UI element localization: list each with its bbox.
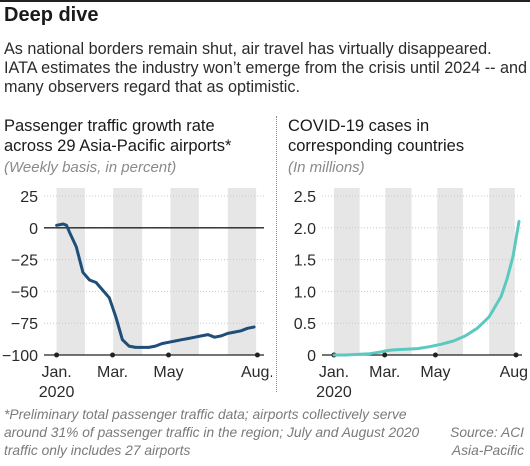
x-tick-label: May [420,364,450,381]
left-chart-title: Passenger traffic growth rate across 29 … [4,116,231,156]
month-band [437,188,463,355]
y-tick-label: 1.0 [294,284,316,301]
right-chart: 0 0.5 1.0 1.5 2.0 2.5 Jan. Mar. May Aug. 2020 [294,188,528,400]
x-tick-label: May [153,364,183,381]
x-tick-label: Jan. [41,364,71,381]
y-tick-label: −50 [11,284,38,301]
x-tick-label: Aug. [500,364,528,381]
x-tick-mark [54,352,60,358]
page-title: Deep dive [4,4,99,26]
y-tick-label: −100 [2,348,38,365]
page-deck: As national borders remain shut, air tra… [4,40,528,96]
y-tick-label: 2.0 [294,221,316,238]
month-band [113,188,143,355]
y-tick-label: 0 [307,348,316,365]
month-band [56,188,85,355]
x-tick-mark [110,352,116,358]
source-credit: Source: ACI Asia-Pacific [450,424,524,460]
x-tick-mark [254,352,260,358]
month-band [170,188,199,355]
month-band [489,188,515,355]
series-line [55,222,256,349]
footnote: *Preliminary total passenger traffic dat… [4,407,420,458]
x-tick-label: Mar. [369,364,400,381]
x-year-label: 2020 [39,384,75,400]
right-chart-title-line1: COVID-19 cases in [288,117,430,135]
y-tick-label: 1.5 [294,253,316,270]
x-year-label: 2020 [316,384,352,400]
y-tick-label: −75 [11,316,38,333]
chart-divider [276,116,277,392]
right-chart-title-line2: corresponding countries [288,137,465,155]
series-line [332,219,521,357]
y-tick-label: 25 [20,189,38,206]
source-line-1: Source: ACI [450,425,524,440]
top-rule [0,0,530,2]
y-tick-label: 0 [29,221,38,238]
left-chart-title-line1: Passenger traffic growth rate [4,117,215,135]
x-tick-label: Jan. [319,364,349,381]
y-tick-label: −25 [11,253,38,270]
y-tick-label: 2.5 [294,189,316,206]
x-tick-label: Mar. [97,364,128,381]
right-chart-subtitle: (In millions) [288,159,365,176]
right-chart-title: COVID-19 cases in corresponding countrie… [288,116,464,156]
left-chart-subtitle: (Weekly basis, in percent) [4,159,177,176]
x-tick-mark [432,352,438,358]
x-tick-label: Aug. [241,364,272,381]
source-line-2: Asia-Pacific [451,443,524,458]
month-band [385,188,412,355]
left-chart-title-line2: across 29 Asia-Pacific airports* [4,137,232,155]
x-tick-mark [382,352,388,358]
y-tick-label: 0.5 [294,316,316,333]
month-band [333,188,360,355]
x-tick-mark [166,352,172,358]
x-tick-mark [513,352,519,358]
